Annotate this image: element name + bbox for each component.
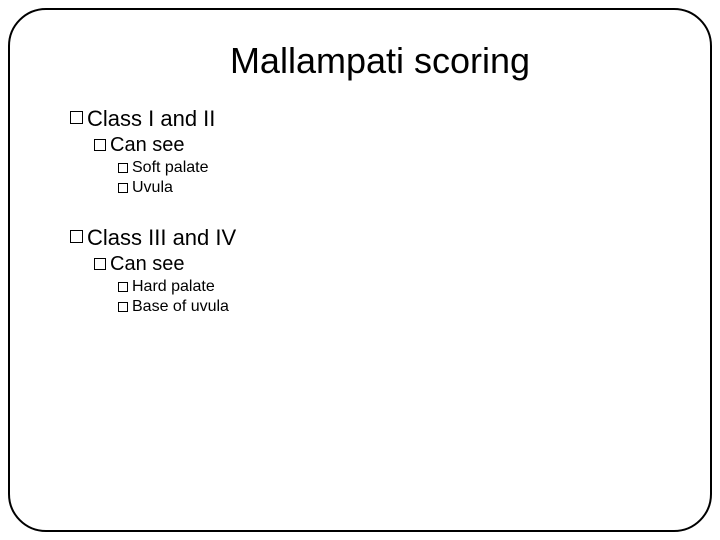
lvl2-text: Can see	[110, 253, 185, 276]
spacer	[70, 197, 650, 221]
list-item: Can see	[94, 134, 650, 157]
lvl3-text: Soft palate	[132, 159, 209, 177]
square-bullet-icon	[94, 139, 106, 151]
lvl3-text: Base of uvula	[132, 298, 229, 316]
list-item: Base of uvula	[118, 298, 650, 316]
list-item: Class III and IV	[70, 225, 650, 251]
lvl3-text: Hard palate	[132, 278, 215, 296]
lvl2-text: Can see	[110, 134, 185, 157]
square-bullet-icon	[94, 258, 106, 270]
square-bullet-icon	[70, 111, 83, 124]
square-bullet-icon	[118, 302, 128, 312]
square-bullet-icon	[118, 183, 128, 193]
square-bullet-icon	[118, 163, 128, 173]
list-item: Hard palate	[118, 278, 650, 296]
list-item: Can see	[94, 253, 650, 276]
slide-content: Mallampati scoring Class I and II Can se…	[70, 40, 650, 316]
slide: Mallampati scoring Class I and II Can se…	[0, 0, 720, 540]
square-bullet-icon	[118, 282, 128, 292]
list-item: Uvula	[118, 179, 650, 197]
lvl1-text: Class I and II	[87, 106, 215, 132]
list-item: Soft palate	[118, 159, 650, 177]
lvl3-text: Uvula	[132, 179, 173, 197]
list-item: Class I and II	[70, 106, 650, 132]
square-bullet-icon	[70, 230, 83, 243]
lvl1-text: Class III and IV	[87, 225, 236, 251]
slide-title: Mallampati scoring	[110, 40, 650, 82]
